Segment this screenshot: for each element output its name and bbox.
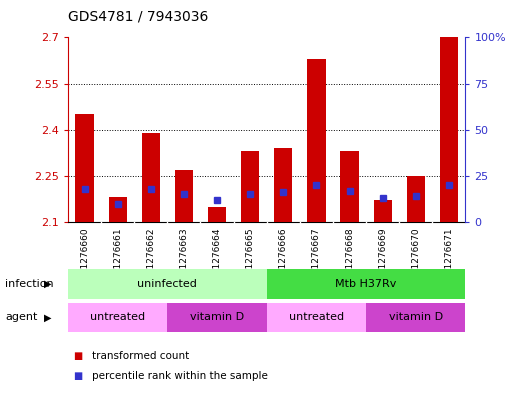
Text: GSM1276661: GSM1276661 <box>113 228 122 288</box>
Text: uninfected: uninfected <box>138 279 197 289</box>
Text: vitamin D: vitamin D <box>389 312 443 322</box>
Bar <box>373 200 392 222</box>
Text: ▶: ▶ <box>44 279 52 289</box>
Text: GSM1276670: GSM1276670 <box>411 228 420 288</box>
Text: GSM1276671: GSM1276671 <box>445 228 453 288</box>
Bar <box>167 303 267 332</box>
Text: GSM1276668: GSM1276668 <box>345 228 354 288</box>
Bar <box>274 148 292 222</box>
Bar <box>267 269 465 299</box>
Text: Mtb H37Rv: Mtb H37Rv <box>335 279 397 289</box>
Text: transformed count: transformed count <box>92 351 189 361</box>
Bar <box>208 207 226 222</box>
Text: ■: ■ <box>73 371 83 382</box>
Text: GSM1276669: GSM1276669 <box>378 228 387 288</box>
Text: ▶: ▶ <box>44 312 52 322</box>
Bar <box>340 151 359 222</box>
Text: untreated: untreated <box>289 312 344 322</box>
Bar <box>407 176 425 222</box>
Bar <box>109 197 127 222</box>
Bar <box>75 114 94 222</box>
Bar <box>68 303 167 332</box>
Bar <box>68 269 267 299</box>
Bar <box>241 151 259 222</box>
Bar <box>175 170 193 222</box>
Text: GDS4781 / 7943036: GDS4781 / 7943036 <box>68 10 208 24</box>
Bar <box>366 303 465 332</box>
Text: ■: ■ <box>73 351 83 361</box>
Text: GSM1276665: GSM1276665 <box>246 228 255 288</box>
Text: percentile rank within the sample: percentile rank within the sample <box>92 371 267 382</box>
Text: GSM1276663: GSM1276663 <box>179 228 188 288</box>
Bar <box>440 37 458 222</box>
Text: GSM1276666: GSM1276666 <box>279 228 288 288</box>
Bar <box>267 303 366 332</box>
Bar <box>142 133 160 222</box>
Bar <box>308 59 325 222</box>
Text: GSM1276662: GSM1276662 <box>146 228 155 288</box>
Text: GSM1276660: GSM1276660 <box>80 228 89 288</box>
Text: infection: infection <box>5 279 54 289</box>
Text: vitamin D: vitamin D <box>190 312 244 322</box>
Text: GSM1276664: GSM1276664 <box>212 228 222 288</box>
Text: agent: agent <box>5 312 38 322</box>
Text: GSM1276667: GSM1276667 <box>312 228 321 288</box>
Text: untreated: untreated <box>90 312 145 322</box>
